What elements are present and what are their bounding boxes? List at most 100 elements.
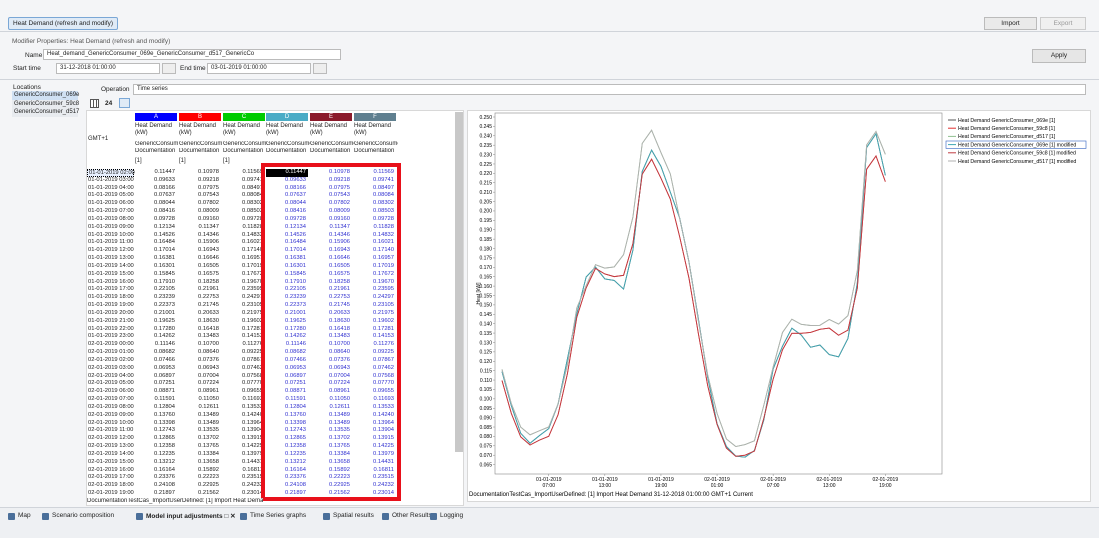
table-cell[interactable]: 0.17910 bbox=[154, 278, 175, 285]
bottom-tab[interactable]: Other Results bbox=[392, 512, 432, 519]
table-cell[interactable]: 0.11447 bbox=[266, 169, 308, 177]
table-cell[interactable]: 0.13483 bbox=[198, 333, 219, 340]
table-cell[interactable]: 0.17672 bbox=[242, 270, 263, 277]
table-cell[interactable]: 0.09633 bbox=[285, 176, 306, 183]
table-cell[interactable]: 0.07867 bbox=[242, 356, 263, 363]
table-cell[interactable]: 0.08084 bbox=[373, 192, 394, 199]
table-cell[interactable]: 0.13658 bbox=[329, 458, 350, 465]
table-cell[interactable]: 0.07462 bbox=[373, 364, 394, 371]
table-cell[interactable]: 0.12235 bbox=[154, 450, 175, 457]
table-cell[interactable]: 0.23105 bbox=[242, 302, 263, 309]
table-cell[interactable]: 0.16646 bbox=[198, 255, 219, 262]
row-time[interactable]: 01-01-2019 16:00 bbox=[88, 278, 134, 285]
table-cell[interactable]: 0.11693 bbox=[242, 396, 263, 403]
row-time[interactable]: 01-01-2019 13:00 bbox=[88, 255, 134, 262]
bottom-tab[interactable]: Spatial results bbox=[333, 512, 374, 519]
table-cell[interactable]: 0.11569 bbox=[242, 169, 263, 175]
table-cell[interactable]: 0.14526 bbox=[154, 231, 175, 238]
table-cell[interactable]: 0.15892 bbox=[329, 466, 350, 473]
table-cell[interactable]: 0.17014 bbox=[154, 247, 175, 254]
table-cell[interactable]: 0.06953 bbox=[285, 364, 306, 371]
table-cell[interactable]: 0.07251 bbox=[285, 380, 306, 387]
table-cell[interactable]: 0.23014 bbox=[373, 490, 394, 497]
table-cell[interactable]: 0.16811 bbox=[242, 466, 263, 473]
table-cell[interactable]: 0.06953 bbox=[154, 364, 175, 371]
tab-icon[interactable] bbox=[42, 513, 49, 520]
table-cell[interactable]: 0.16575 bbox=[329, 270, 350, 277]
table-cell[interactable]: 0.11693 bbox=[373, 396, 394, 403]
table-cell[interactable]: 0.07251 bbox=[154, 380, 175, 387]
table-cell[interactable]: 0.22223 bbox=[198, 474, 219, 481]
table-cell[interactable]: 0.23515 bbox=[242, 474, 263, 481]
table-cell[interactable]: 0.14431 bbox=[242, 458, 263, 465]
table-cell[interactable]: 0.15906 bbox=[198, 239, 219, 246]
table-cell[interactable]: 0.11569 bbox=[373, 169, 394, 175]
table-cell[interactable]: 0.11050 bbox=[329, 396, 350, 403]
table-cell[interactable]: 0.19625 bbox=[154, 317, 175, 324]
table-cell[interactable]: 0.16943 bbox=[198, 247, 219, 254]
table-cell[interactable]: 0.12611 bbox=[329, 403, 350, 410]
table-cell[interactable]: 0.13765 bbox=[198, 443, 219, 450]
table-cell[interactable]: 0.07466 bbox=[154, 356, 175, 363]
table-cell[interactable]: 0.22753 bbox=[198, 294, 219, 301]
row-time[interactable]: 02-01-2019 19:00 bbox=[88, 490, 134, 497]
table-cell[interactable]: 0.21745 bbox=[329, 302, 350, 309]
table-cell[interactable]: 0.17280 bbox=[154, 325, 175, 332]
table-cell[interactable]: 0.14832 bbox=[242, 231, 263, 238]
location-item[interactable]: GenericConsumer_59c8 bbox=[12, 99, 80, 108]
table-cell[interactable]: 0.22105 bbox=[154, 286, 175, 293]
end-spinner[interactable] bbox=[313, 63, 327, 74]
table-cell[interactable]: 0.06897 bbox=[154, 372, 175, 379]
table-cell[interactable]: 0.08166 bbox=[154, 184, 175, 191]
table-cell[interactable]: 0.24108 bbox=[285, 482, 306, 489]
table-cell[interactable]: 0.16418 bbox=[329, 325, 350, 332]
table-cell[interactable]: 0.17019 bbox=[373, 262, 394, 269]
table-cell[interactable]: 0.21897 bbox=[285, 490, 306, 497]
table-cell[interactable]: 0.07568 bbox=[373, 372, 394, 379]
table-cell[interactable]: 0.07802 bbox=[329, 200, 350, 207]
start-spinner[interactable] bbox=[162, 63, 176, 74]
table-cell[interactable]: 0.21897 bbox=[154, 490, 175, 497]
table-cell[interactable]: 0.21562 bbox=[198, 490, 219, 497]
table-cell[interactable]: 0.08044 bbox=[154, 200, 175, 207]
table-cell[interactable]: 0.21562 bbox=[329, 490, 350, 497]
table-cell[interactable]: 0.13658 bbox=[198, 458, 219, 465]
table-cell[interactable]: 0.13760 bbox=[285, 411, 306, 418]
table-cell[interactable]: 0.17281 bbox=[242, 325, 263, 332]
table-cell[interactable]: 0.09728 bbox=[373, 215, 394, 222]
row-time[interactable]: 01-01-2019 21:00 bbox=[88, 317, 134, 324]
row-time[interactable]: 02-01-2019 04:00 bbox=[88, 372, 134, 379]
table-cell[interactable]: 0.09218 bbox=[329, 176, 350, 183]
table-cell[interactable]: 0.08084 bbox=[242, 192, 263, 199]
table-cell[interactable]: 0.16957 bbox=[242, 255, 263, 262]
tab-icon[interactable] bbox=[136, 513, 143, 520]
table-cell[interactable]: 0.13533 bbox=[242, 403, 263, 410]
table-cell[interactable]: 0.16943 bbox=[329, 247, 350, 254]
table-cell[interactable]: 0.09728 bbox=[242, 215, 263, 222]
table-cell[interactable]: 0.13964 bbox=[242, 419, 263, 426]
table-cell[interactable]: 0.11347 bbox=[329, 223, 350, 230]
row-time[interactable]: 02-01-2019 00:00 bbox=[88, 341, 134, 348]
table-cell[interactable]: 0.19670 bbox=[242, 278, 263, 285]
location-item[interactable]: GenericConsumer_d517 bbox=[12, 108, 80, 117]
table-cell[interactable]: 0.07975 bbox=[198, 184, 219, 191]
bottom-tab[interactable]: Time Series graphs bbox=[250, 512, 307, 519]
table-cell[interactable]: 0.12358 bbox=[154, 443, 175, 450]
table-cell[interactable]: 0.12134 bbox=[285, 223, 306, 230]
table-cell[interactable]: 0.07770 bbox=[242, 380, 263, 387]
table-cell[interactable]: 0.22373 bbox=[285, 302, 306, 309]
table-cell[interactable]: 0.18258 bbox=[329, 278, 350, 285]
table-cell[interactable]: 0.07376 bbox=[198, 356, 219, 363]
row-time[interactable]: 01-01-2019 23:00 bbox=[88, 333, 134, 340]
table-cell[interactable]: 0.21961 bbox=[198, 286, 219, 293]
table-cell[interactable]: 0.17281 bbox=[373, 325, 394, 332]
table-cell[interactable]: 0.13979 bbox=[242, 450, 263, 457]
table-cell[interactable]: 0.13915 bbox=[373, 435, 394, 442]
table-cell[interactable]: 0.17910 bbox=[285, 278, 306, 285]
table-cell[interactable]: 0.09728 bbox=[285, 215, 306, 222]
table-cell[interactable]: 0.13702 bbox=[329, 435, 350, 442]
row-time[interactable]: 02-01-2019 18:00 bbox=[88, 482, 134, 489]
table-cell[interactable]: 0.09655 bbox=[373, 388, 394, 395]
tab-icon[interactable] bbox=[8, 513, 15, 520]
bottom-tab[interactable]: Map bbox=[18, 512, 31, 519]
